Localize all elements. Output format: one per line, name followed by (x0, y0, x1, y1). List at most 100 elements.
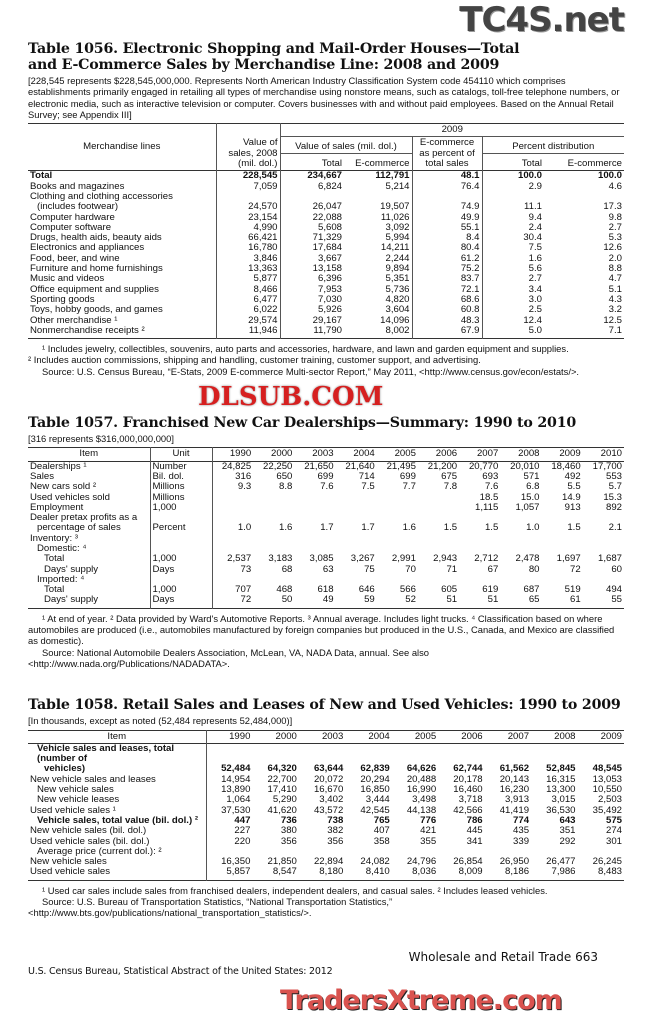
table-cell: 20,294 (360, 773, 390, 785)
table-cell: 3,092 (344, 222, 413, 234)
row-label: Electronics and appliances (28, 243, 217, 254)
table-cell: 70 (405, 563, 416, 575)
table-cell: 2,991 (391, 553, 416, 565)
table-cell: 48.3 (412, 315, 483, 326)
table-cell: 351 (559, 825, 576, 837)
row-label: New vehicle sales (28, 784, 207, 796)
table-cell: 3,183 (268, 553, 293, 565)
row-label: Office equipment and supplies (28, 284, 217, 295)
row-label: (includes footwear) (28, 201, 217, 213)
table-cell: 16,315 (546, 773, 576, 785)
table-cell: 341 (466, 835, 483, 847)
table-cell: 11,946 (216, 325, 281, 339)
col-year: 2007 (484, 729, 532, 744)
table-cell: 29,167 (312, 314, 342, 326)
table-cell: 220 (234, 835, 251, 847)
footnote: ¹ At end of year. ² Data provided by War… (28, 612, 615, 647)
table-cell: 7.8 (443, 481, 458, 493)
col-year-2009: 2009 (280, 123, 624, 138)
table-cell: 20,143 (499, 773, 530, 785)
row-unit: Days (150, 564, 213, 575)
table-cell: 2.9 (528, 180, 542, 192)
row-label: Dealer pretax profits as a (28, 512, 151, 524)
table-cell: 3,444 (365, 794, 390, 806)
table-cell: 49 (322, 594, 334, 606)
table-cell (542, 534, 583, 544)
row-label: Days' supply (28, 564, 151, 575)
row-label: Computer software (28, 222, 217, 234)
table-cell: 8,483 (597, 866, 622, 878)
table-cell: 12.6 (603, 242, 622, 254)
table-cell (377, 534, 418, 544)
table-cell: 24,082 (360, 856, 390, 868)
table-cell: 4,820 (344, 294, 413, 306)
table-cell: 519 (564, 584, 581, 596)
table-cell: 5,926 (317, 304, 342, 316)
table-cell: 2.7 (528, 273, 542, 285)
table-cell: 650 (276, 470, 293, 482)
table-cell: 100.0 (597, 170, 622, 182)
col-year: 2000 (253, 447, 295, 462)
table-cell: 5,877 (216, 274, 281, 285)
table-cell: 16,780 (216, 243, 281, 254)
table-cell: 8.8 (279, 481, 293, 493)
row-unit (150, 574, 213, 586)
table-cell: 3.0 (528, 293, 542, 305)
table-cell: 3,667 (317, 252, 342, 264)
table-cell: 575 (605, 814, 622, 826)
table-cell: 13,158 (312, 263, 342, 275)
table-cell (418, 534, 459, 544)
table-cell: 738 (327, 814, 344, 826)
table-row: Food, beer, and wine 3,846 3,667 2,244 61.2 1… (28, 252, 624, 265)
table-cell: 3,015 (551, 794, 576, 806)
row-label: Total (28, 171, 217, 182)
table-cell: 10,550 (592, 784, 622, 796)
row-unit: Percent (150, 523, 213, 534)
table-cell: 6,824 (317, 180, 342, 192)
table-cell: 5.7 (608, 481, 622, 493)
table-row: Used vehicles sold Millions 18.5 15.0 14.9 15… (28, 491, 624, 503)
row-label: Used vehicle sales (bil. dol.) (28, 836, 207, 847)
table-cell: 1.5 (443, 522, 458, 534)
table-cell: 71,329 (312, 232, 342, 244)
col-total: Total (321, 158, 342, 170)
table-cell: 14.9 (562, 491, 581, 503)
col-year: 2009 (577, 729, 624, 744)
table-cell: 5,290 (272, 794, 297, 806)
table-cell: 72 (570, 563, 581, 575)
row-label: Vehicle sales, total value (bil. dol.) ² (28, 815, 207, 827)
row-label: Used vehicles sold (28, 492, 151, 503)
table-cell: 4,990 (216, 222, 281, 234)
table-cell: 2,712 (474, 553, 499, 565)
table-cell: 7.5 (528, 242, 542, 254)
table-cell (377, 503, 418, 513)
table-1057: Item Unit 1990 2000 2003 2004 2005 2006 2007 2008… (28, 447, 624, 609)
table-cell: 48,545 (592, 763, 622, 775)
table-cell: 83.7 (412, 274, 483, 285)
row-label: Used vehicle sales (28, 867, 207, 881)
table-row: Total 1,000 707 468 618 646 566 605 619 687 519 494 (28, 584, 624, 596)
table-cell: 14,211 (344, 243, 413, 254)
table-cell: 71 (446, 563, 458, 575)
table-row: Nonmerchandise receipts ² 11,946 11,790 8,0… (28, 325, 624, 339)
table-cell: 605 (441, 584, 458, 596)
row-label: Employment (28, 502, 151, 514)
col-year: 2008 (531, 729, 578, 744)
table-cell (252, 743, 298, 764)
table-cell: 62,839 (360, 763, 390, 775)
table-cell: 301 (605, 835, 622, 847)
table-cell (336, 503, 377, 513)
table-cell: 13,053 (592, 773, 622, 785)
table-cell: 1.6 (279, 522, 293, 534)
row-label: New vehicle sales (bil. dol.) (28, 825, 207, 837)
table-cell: 24,825 (221, 460, 252, 472)
table-cell: 1,697 (556, 553, 581, 565)
table-cell: 7,030 (317, 293, 342, 305)
table-cell: 5,857 (226, 866, 251, 878)
col-year: 2008 (500, 447, 542, 462)
row-label: Food, beer, and wine (28, 253, 217, 265)
row-label: Furniture and home furnishings (28, 263, 217, 275)
table-cell: 693 (482, 470, 499, 482)
footnote: ² Includes auction commissions, shipping… (28, 354, 481, 366)
table-cell: 42,545 (360, 804, 390, 816)
